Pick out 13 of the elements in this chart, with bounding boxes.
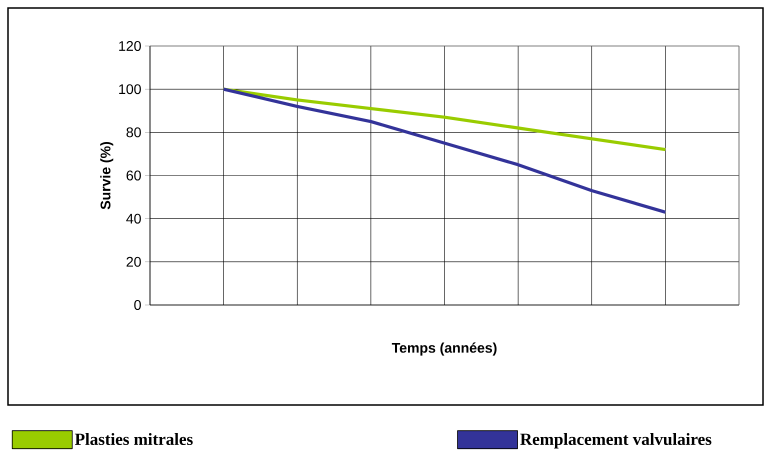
x-axis-title: Temps (années) — [392, 342, 497, 356]
y-axis-title: Survie (%) — [100, 142, 114, 210]
line-series — [222, 88, 667, 152]
legend-label: Remplacement valvulaires — [520, 433, 712, 448]
y-tick-label: 100 — [119, 84, 141, 94]
y-tick-label: 40 — [126, 214, 141, 224]
y-tick-label: 120 — [119, 41, 141, 51]
y-tick-label: 20 — [126, 256, 141, 267]
y-tick-label: 80 — [126, 127, 141, 138]
line-series — [222, 88, 667, 214]
y-tick-label: 0 — [134, 300, 141, 310]
legend-label: Plasties mitrales — [74, 433, 193, 446]
y-tick-label: 60 — [126, 170, 141, 180]
